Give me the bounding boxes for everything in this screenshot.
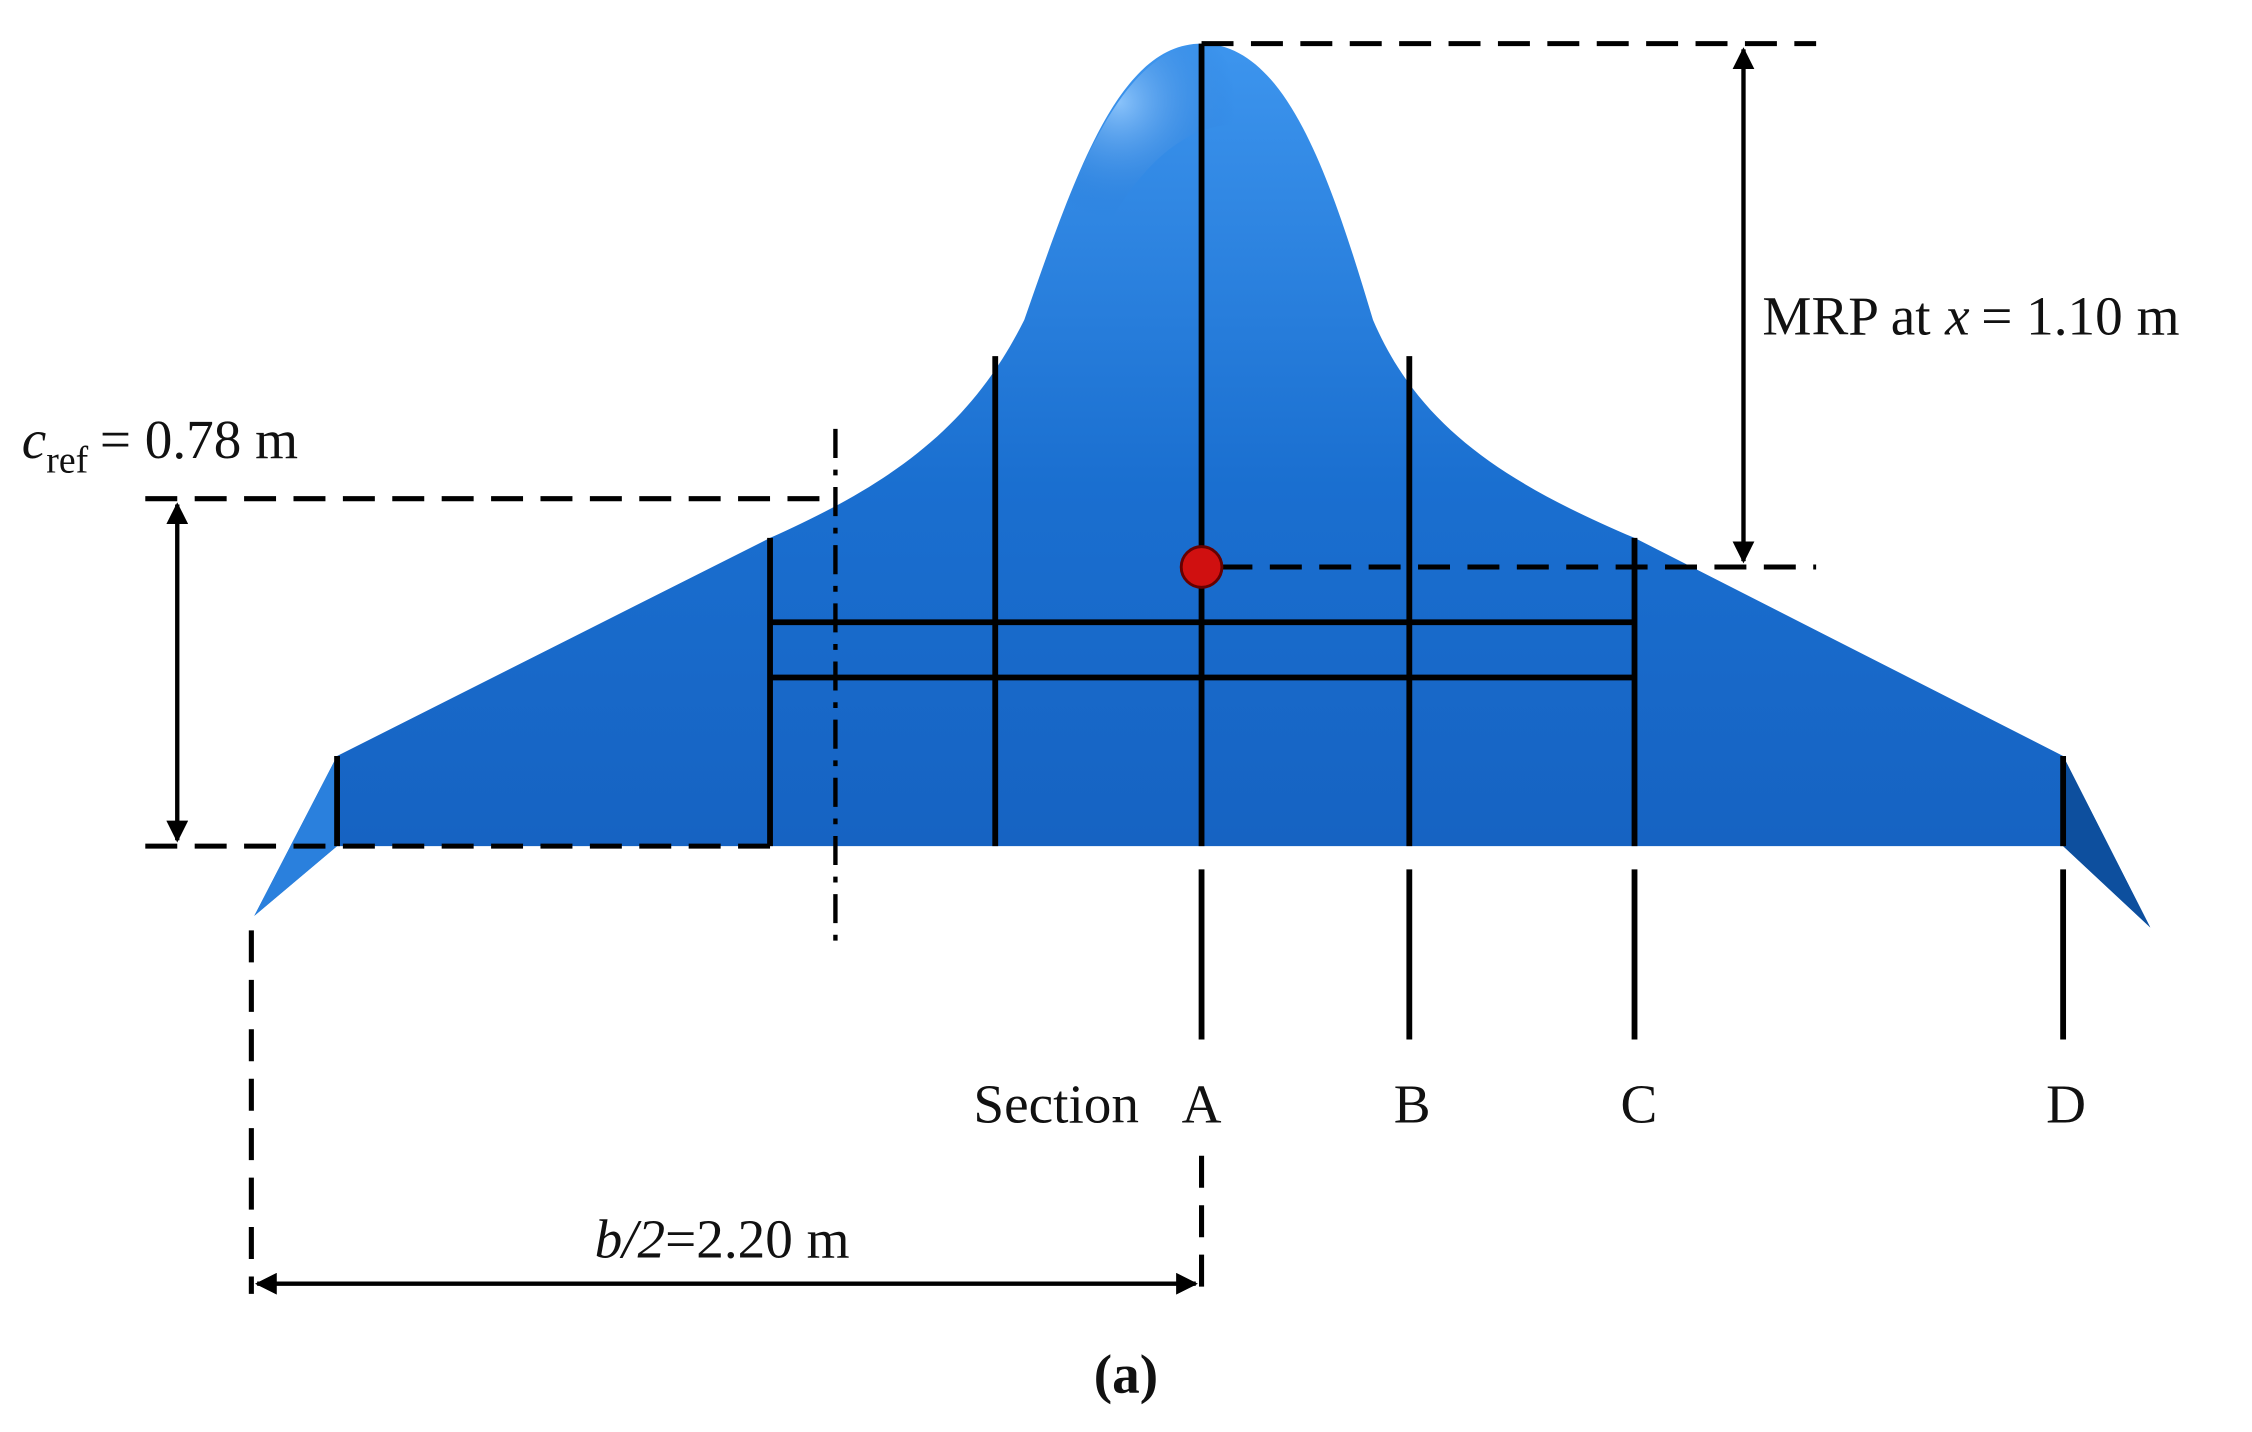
span-label: b/2=2.20 m: [595, 1209, 850, 1270]
cref-label: cref = 0.78 m: [22, 409, 298, 482]
section-name: D: [2046, 1073, 2086, 1134]
section-name: B: [1394, 1073, 1431, 1134]
dimension-lines: [145, 41, 1817, 1295]
mrp-point: [1179, 545, 1224, 589]
mrp-label: MRP at x = 1.10 m: [1762, 285, 2179, 346]
section-name: A: [1182, 1073, 1222, 1134]
caption: (a): [1094, 1344, 1158, 1405]
section-title: Section: [973, 1073, 1139, 1134]
section-lines: [334, 43, 2067, 1040]
section-name: C: [1620, 1073, 1657, 1134]
